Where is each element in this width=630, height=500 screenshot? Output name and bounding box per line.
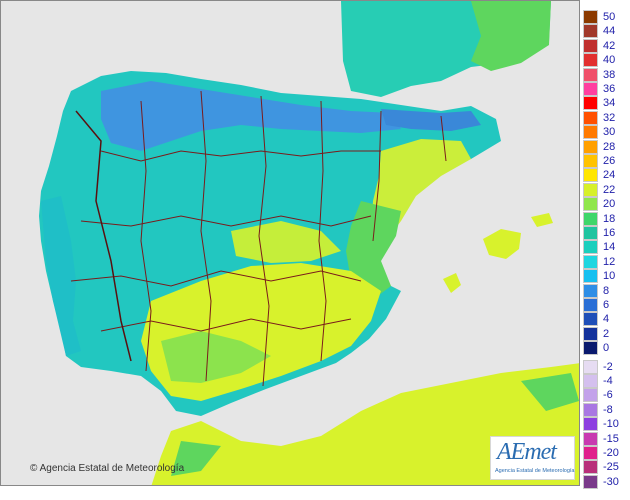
legend-label-negative-7: -25	[603, 461, 619, 474]
legend-label-negative-1: -4	[603, 375, 613, 387]
legend-label-positive-16: 14	[603, 241, 616, 254]
legend-swatch-positive-5	[583, 82, 598, 96]
logo-subtitle: Agencia Estatal de Meteorología	[495, 468, 575, 474]
north-africa-green-zone	[171, 441, 221, 476]
legend-swatch-negative-2	[583, 388, 598, 403]
legend-label-positive-4: 38	[603, 68, 616, 81]
ibiza-island	[443, 273, 461, 293]
legend-label-negative-2: -6	[603, 389, 613, 402]
legend-label-positive-17: 12	[603, 255, 616, 268]
legend-swatch-positive-6	[583, 96, 598, 111]
legend-label-negative-0: -2	[603, 360, 613, 373]
legend-swatch-positive-3	[583, 53, 598, 68]
central-warm-zone	[231, 221, 341, 263]
legend-label-positive-14: 18	[603, 212, 616, 225]
legend-label-positive-20: 6	[603, 299, 610, 311]
mallorca-island	[483, 229, 521, 259]
legend-label-positive-9: 28	[603, 140, 616, 153]
legend-swatch-positive-14	[583, 211, 598, 226]
legend-label-positive-21: 4	[603, 313, 610, 326]
legend-label-positive-8: 30	[603, 126, 616, 139]
country-border	[75, 110, 132, 362]
legend-swatch-positive-22	[583, 326, 598, 341]
legend-swatch-negative-0	[583, 359, 598, 374]
legend-label-positive-13: 20	[603, 198, 616, 211]
east-coast-green-zone	[346, 201, 401, 301]
legend-label-positive-1: 44	[603, 25, 616, 38]
legend-swatch-negative-8	[583, 474, 598, 489]
legend-label-positive-6: 34	[603, 97, 616, 110]
france-warm-zone	[471, 1, 551, 71]
legend-swatch-positive-19	[583, 283, 598, 298]
temperature-legend: 50 44 42 40 38 36 34 32 30 28 26 24 22 20 18 16 14 12 10 8 6…	[583, 10, 630, 489]
legend-label-positive-10: 26	[603, 155, 616, 167]
legend-label-positive-3: 40	[603, 54, 616, 67]
legend-swatch-negative-4	[583, 417, 598, 432]
pyrenees-cold-zone	[381, 109, 481, 131]
legend-swatch-positive-18	[583, 269, 598, 284]
legend-label-positive-12: 22	[603, 183, 616, 196]
legend-swatch-negative-5	[583, 431, 598, 446]
legend-swatch-negative-7	[583, 460, 598, 475]
legend-label-positive-5: 36	[603, 83, 616, 95]
legend-label-negative-3: -8	[603, 403, 613, 416]
legend-swatch-positive-1	[583, 24, 598, 39]
legend-label-positive-18: 10	[603, 270, 616, 283]
legend-swatch-positive-8	[583, 125, 598, 140]
legend-swatch-positive-0	[583, 10, 598, 24]
legend-swatch-positive-15	[583, 226, 598, 240]
legend-swatch-negative-3	[583, 402, 598, 417]
map-canvas	[1, 1, 579, 485]
legend-label-negative-6: -20	[603, 447, 619, 459]
temperature-map	[0, 0, 580, 486]
legend-swatch-positive-9	[583, 139, 598, 154]
province-borders	[70, 90, 447, 387]
menorca-island	[531, 213, 553, 227]
aemet-logo: AEmet Agencia Estatal de Meteorología	[490, 436, 575, 480]
logo-wordmark: AEmet	[497, 439, 557, 465]
legend-label-positive-23: 0	[603, 342, 610, 355]
north-africa-landmass	[151, 363, 579, 485]
legend-swatch-positive-2	[583, 38, 598, 53]
africa-cool-patch	[521, 373, 579, 411]
legend-swatch-positive-7	[583, 110, 598, 125]
legend-swatch-positive-17	[583, 254, 598, 269]
legend-label-positive-15: 16	[603, 227, 616, 239]
legend-label-positive-22: 2	[603, 327, 610, 340]
legend-label-positive-19: 8	[603, 284, 610, 297]
legend-label-positive-7: 32	[603, 111, 616, 124]
legend-swatch-positive-23	[583, 341, 598, 356]
legend-swatch-positive-4	[583, 67, 598, 82]
legend-swatch-negative-1	[583, 374, 598, 388]
legend-label-positive-11: 24	[603, 169, 616, 182]
legend-swatch-positive-10	[583, 154, 598, 168]
legend-label-negative-4: -10	[603, 418, 619, 431]
portugal-coast-zone	[41, 196, 81, 356]
cantabrian-cold-zone	[101, 81, 401, 151]
legend-swatch-positive-21	[583, 312, 598, 327]
south-green-zone	[161, 331, 271, 383]
legend-label-positive-2: 42	[603, 39, 616, 52]
legend-swatch-positive-12	[583, 182, 598, 197]
legend-label-negative-5: -15	[603, 432, 619, 445]
legend-swatch-positive-13	[583, 197, 598, 212]
legend-swatch-negative-6	[583, 446, 598, 460]
copyright-text: © Agencia Estatal de Meteorología	[30, 463, 185, 474]
legend-label-negative-8: -30	[603, 475, 619, 488]
legend-swatch-positive-11	[583, 168, 598, 183]
legend-label-positive-0: 50	[603, 11, 616, 23]
legend-swatch-positive-16	[583, 240, 598, 255]
legend-swatch-positive-20	[583, 298, 598, 312]
